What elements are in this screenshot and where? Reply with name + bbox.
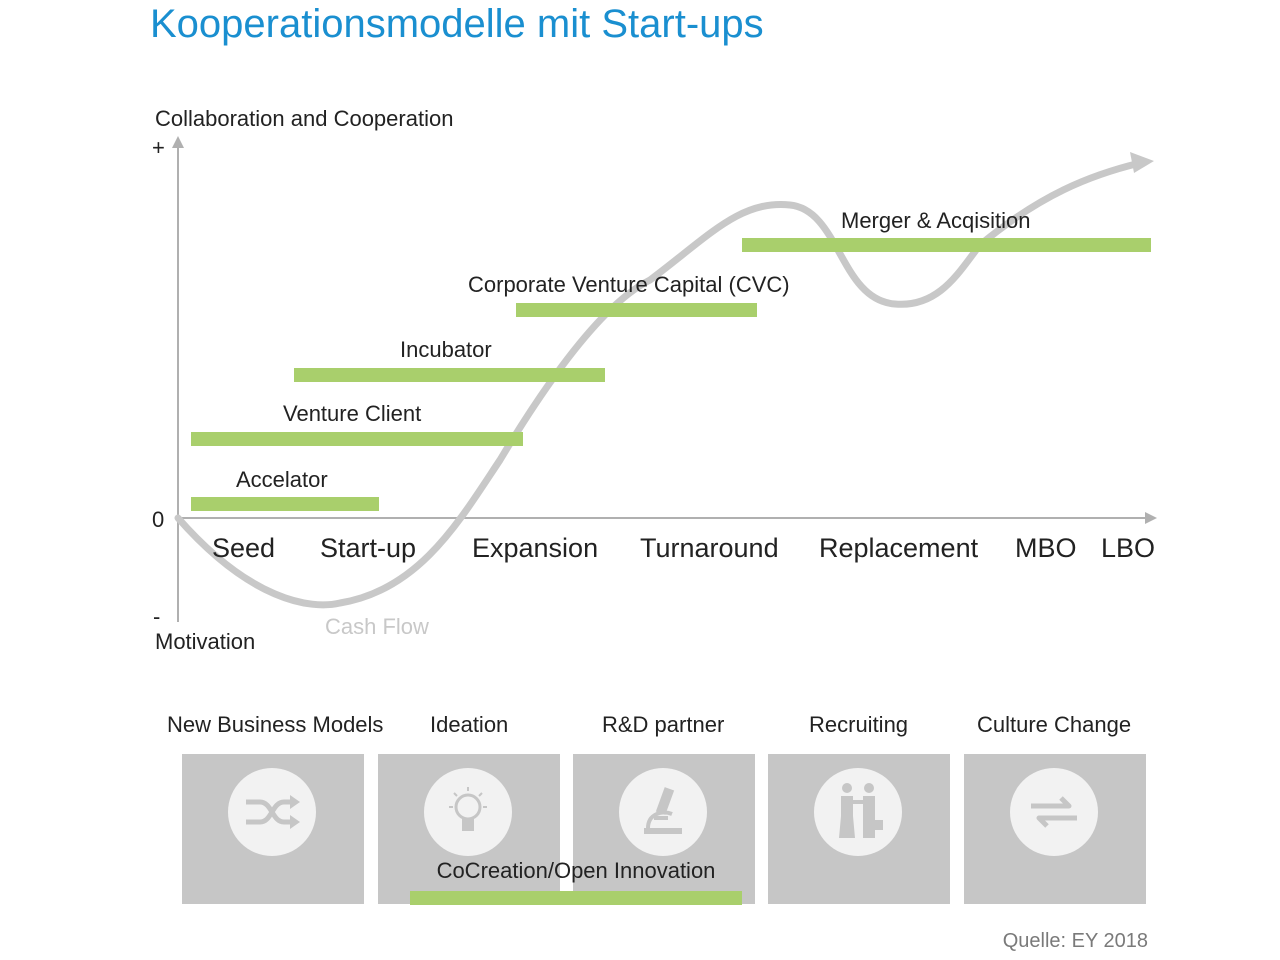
motivation-rd-partner: R&D partner: [602, 712, 725, 737]
bar-merger-acquisition: [742, 238, 1151, 252]
source-note: Quelle: EY 2018: [1002, 930, 1148, 952]
motivation-recruiting: Recruiting: [809, 712, 909, 737]
tile-ideation: [378, 754, 560, 904]
tile-new-business-models: [182, 754, 364, 904]
lightbulb-icon: [424, 768, 512, 856]
y-axis-label: Collaboration and Cooperation: [155, 106, 453, 131]
y-axis-arrow: [172, 136, 184, 148]
model-label-accelator: Accelator: [236, 467, 328, 492]
stage-seed: Seed: [212, 533, 275, 563]
bar-accelator: [191, 497, 379, 511]
stage-turnaround: Turnaround: [640, 533, 779, 563]
y-axis-minus: -: [153, 604, 160, 629]
bar-venture-client: [191, 432, 523, 446]
shuffle-icon: [228, 768, 316, 856]
motivation-ideation: Ideation: [430, 712, 509, 737]
bar-incubator: [294, 368, 605, 382]
cocreation-bar: [410, 891, 742, 905]
microscope-icon: [619, 768, 707, 856]
x-axis-arrow: [1145, 512, 1157, 524]
bar-cvc: [516, 303, 757, 317]
motivation-new-business-models: New Business Models: [167, 712, 384, 737]
tile-rd-partner: [573, 754, 755, 904]
motivation-culture-change: Culture Change: [977, 712, 1132, 737]
model-label-merger-acquisition: Merger & Acqisition: [841, 208, 1031, 233]
cash-flow-arrow: [1130, 152, 1154, 173]
cocreation-label: CoCreation/Open Innovation: [436, 858, 716, 883]
handshake-icon: [814, 768, 902, 856]
y-axis-zero: 0: [152, 507, 164, 532]
page-title: Kooperationsmodelle mit Start-ups: [150, 2, 764, 46]
exchange-arrows-icon: [1010, 768, 1098, 856]
stage-replacement: Replacement: [819, 533, 979, 563]
model-label-cvc: Corporate Venture Capital (CVC): [468, 272, 790, 297]
lifecycle-diagram: Accelator Venture Client Incubator Corpo…: [152, 106, 1157, 654]
motivation-label: Motivation: [155, 629, 255, 654]
stage-expansion: Expansion: [472, 533, 598, 563]
tile-recruiting: [768, 754, 950, 904]
stage-start-up: Start-up: [320, 533, 416, 563]
stage-mbo: MBO: [1015, 533, 1077, 563]
cash-flow-curve: [174, 159, 1144, 609]
model-label-incubator: Incubator: [400, 337, 492, 362]
cash-flow-label: Cash Flow: [325, 614, 429, 639]
tile-culture-change: [964, 754, 1146, 904]
model-label-venture-client: Venture Client: [283, 401, 421, 426]
stage-lbo: LBO: [1101, 533, 1155, 563]
y-axis-plus: +: [152, 135, 165, 160]
